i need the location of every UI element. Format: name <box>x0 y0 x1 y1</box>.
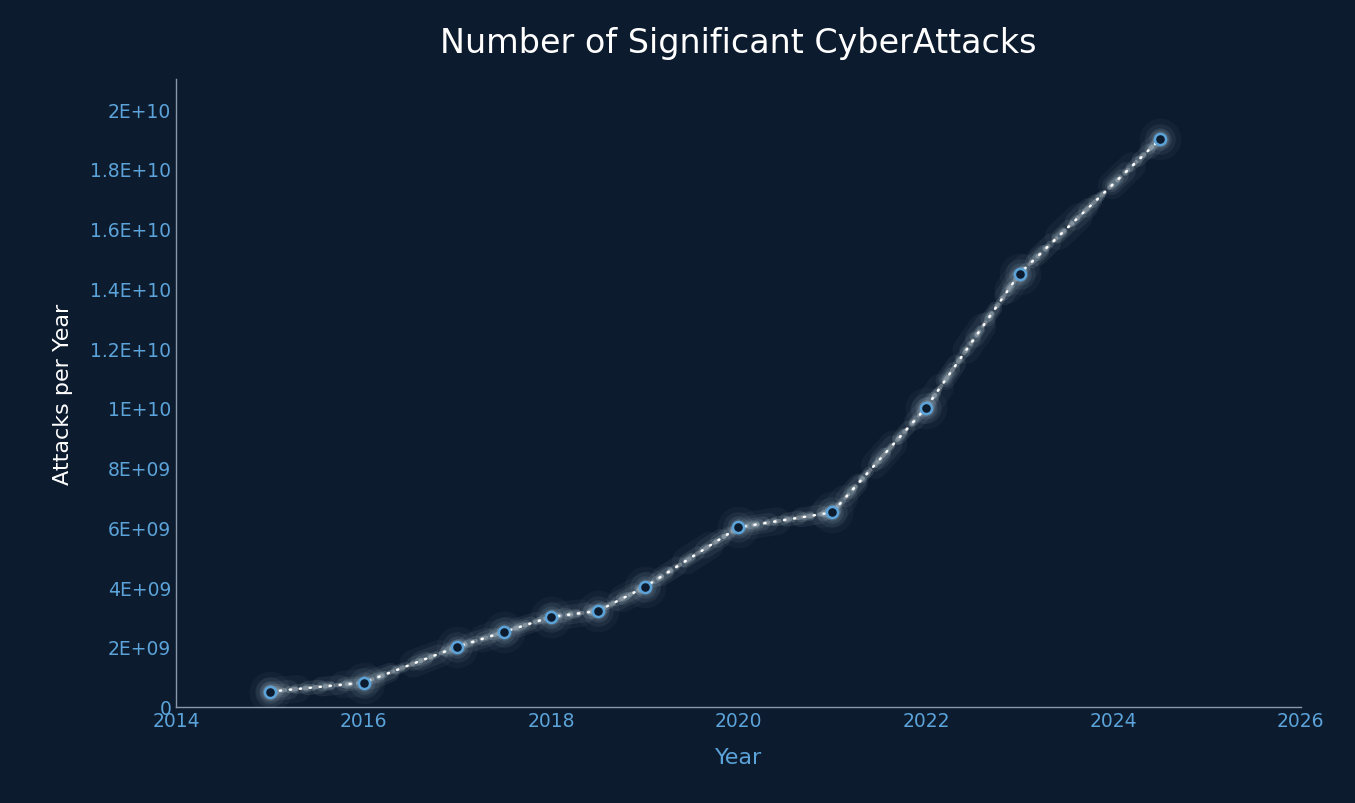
Title: Number of Significant CyberAttacks: Number of Significant CyberAttacks <box>440 26 1037 59</box>
X-axis label: Year: Year <box>715 747 762 767</box>
Y-axis label: Attacks per Year: Attacks per Year <box>53 303 73 484</box>
